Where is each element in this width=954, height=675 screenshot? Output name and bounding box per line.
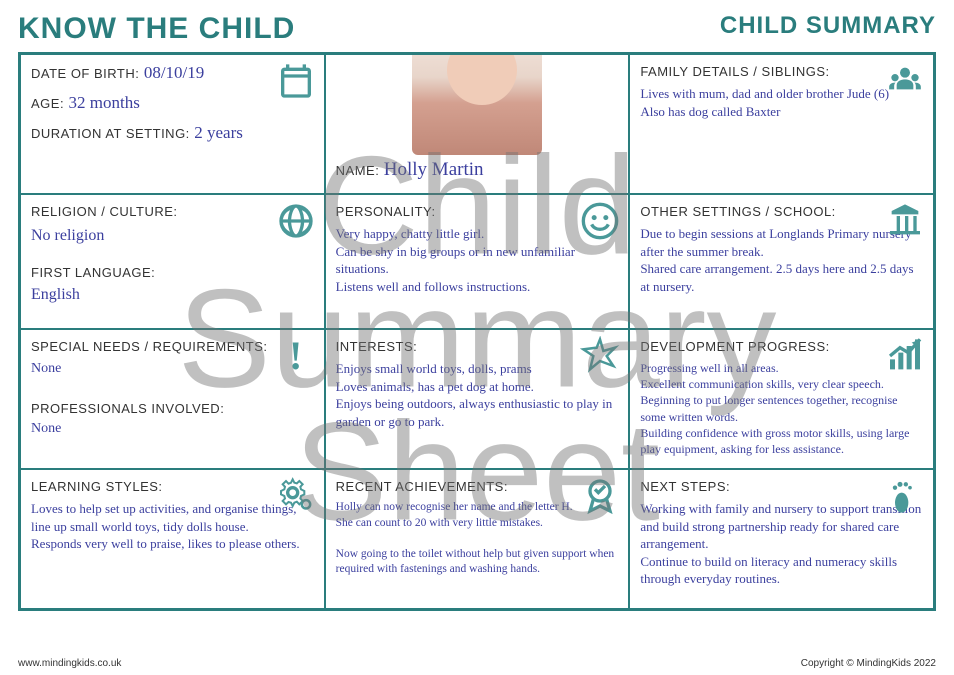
- award-icon: [580, 476, 620, 516]
- footer-right: Copyright © MindingKids 2022: [801, 658, 936, 669]
- header-title-right: CHILD SUMMARY: [720, 12, 936, 40]
- settings-value: Due to begin sessions at Longlands Prima…: [640, 225, 923, 295]
- achievements-label: RECENT ACHIEVEMENTS:: [336, 479, 508, 494]
- dob-value: 08/10/19: [144, 63, 204, 82]
- cell-settings: OTHER SETTINGS / SCHOOL: Due to begin se…: [629, 194, 934, 329]
- smile-icon: [580, 201, 620, 241]
- cell-achievements: RECENT ACHIEVEMENTS: Holly can now recog…: [325, 469, 630, 609]
- progress-value: Progressing well in all areas. Excellent…: [640, 360, 923, 457]
- family-value: Lives with mum, dad and older brother Ju…: [640, 85, 923, 120]
- personality-label: PERSONALITY:: [336, 204, 436, 219]
- cell-next: NEXT STEPS: Working with family and nurs…: [629, 469, 934, 609]
- learning-value: Loves to help set up activities, and org…: [31, 500, 314, 553]
- duration-label: DURATION AT SETTING:: [31, 126, 190, 141]
- cell-family: FAMILY DETAILS / SIBLINGS: Lives with mu…: [629, 54, 934, 194]
- progress-label: DEVELOPMENT PROGRESS:: [640, 339, 829, 354]
- name-value: Holly Martin: [384, 159, 484, 180]
- religion-value: No religion: [31, 225, 314, 247]
- footer: www.mindingkids.co.uk Copyright © Mindin…: [18, 658, 936, 669]
- prof-label: PROFESSIONALS INVOLVED:: [31, 401, 314, 416]
- header-title-left: KNOW THE CHILD: [18, 12, 295, 46]
- special-value: None: [31, 360, 314, 379]
- cell-interests: INTERESTS: Enjoys small world toys, doll…: [325, 329, 630, 469]
- prof-value: None: [31, 420, 314, 439]
- summary-grid: DATE OF BIRTH: 08/10/19 AGE: 32 months D…: [18, 52, 936, 611]
- religion-label: RELIGION / CULTURE:: [31, 204, 178, 219]
- cell-progress: DEVELOPMENT PROGRESS: Progressing well i…: [629, 329, 934, 469]
- next-label: NEXT STEPS:: [640, 479, 730, 494]
- school-icon: [885, 201, 925, 241]
- calendar-icon: [276, 61, 316, 101]
- chart-icon: [885, 336, 925, 376]
- special-label: SPECIAL NEEDS / REQUIREMENTS:: [31, 339, 268, 354]
- star-icon: [580, 336, 620, 376]
- child-photo: [412, 54, 542, 155]
- gears-icon: [276, 476, 316, 516]
- language-label: FIRST LANGUAGE:: [31, 265, 314, 280]
- achievements-value: Holly can now recognise her name and the…: [336, 500, 619, 578]
- age-value: 32 months: [69, 93, 140, 112]
- cell-special: SPECIAL NEEDS / REQUIREMENTS: None PROFE…: [20, 329, 325, 469]
- duration-value: 2 years: [194, 123, 243, 142]
- alert-icon: !: [276, 336, 316, 376]
- interests-label: INTERESTS:: [336, 339, 418, 354]
- family-label: FAMILY DETAILS / SIBLINGS:: [640, 64, 829, 79]
- footer-left: www.mindingkids.co.uk: [18, 658, 121, 669]
- cell-basics: DATE OF BIRTH: 08/10/19 AGE: 32 months D…: [20, 54, 325, 194]
- cell-name: NAME: Holly Martin: [325, 54, 630, 194]
- header: KNOW THE CHILD CHILD SUMMARY: [18, 12, 936, 46]
- cell-learning: LEARNING STYLES: Loves to help set up ac…: [20, 469, 325, 609]
- personality-value: Very happy, chatty little girl. Can be s…: [336, 225, 619, 295]
- name-label: NAME:: [336, 163, 380, 178]
- settings-label: OTHER SETTINGS / SCHOOL:: [640, 204, 835, 219]
- globe-icon: [276, 201, 316, 241]
- cell-religion: RELIGION / CULTURE: No religion FIRST LA…: [20, 194, 325, 329]
- interests-value: Enjoys small world toys, dolls, prams Lo…: [336, 360, 619, 430]
- age-label: AGE:: [31, 96, 64, 111]
- learning-label: LEARNING STYLES:: [31, 479, 163, 494]
- footprint-icon: [885, 476, 925, 516]
- people-icon: [885, 61, 925, 101]
- next-value: Working with family and nursery to suppo…: [640, 500, 923, 588]
- dob-label: DATE OF BIRTH:: [31, 66, 139, 81]
- language-value: English: [31, 284, 314, 306]
- cell-personality: PERSONALITY: Very happy, chatty little g…: [325, 194, 630, 329]
